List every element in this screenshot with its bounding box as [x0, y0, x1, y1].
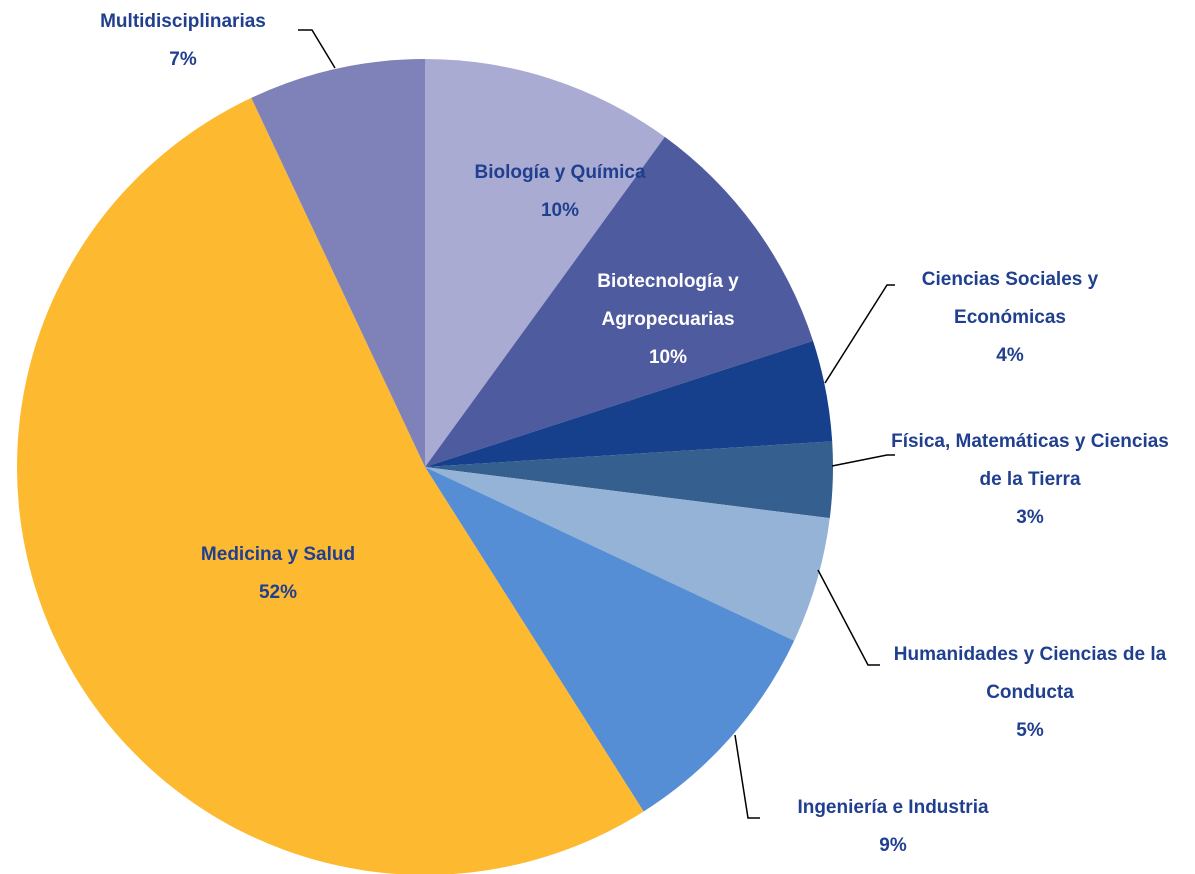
leader-line [824, 284, 895, 384]
pie-slice [17, 97, 644, 874]
pie-slice [425, 136, 814, 467]
slice-label: Biología y Química 10% [430, 154, 690, 230]
pie-slice [425, 59, 665, 467]
category-label: Humanidades y Ciencias de la Conducta [893, 644, 1167, 703]
value-label: 5% [1016, 720, 1044, 741]
leader-line [817, 569, 880, 666]
category-label: Biología y Química [474, 162, 646, 183]
pie-slice [425, 340, 833, 467]
category-label: Ingeniería e Industria [797, 797, 989, 818]
leader-line [298, 29, 336, 69]
pie-slice [425, 467, 830, 641]
pie-slice [251, 59, 425, 467]
value-label: 4% [996, 345, 1024, 366]
pie-slice [425, 467, 795, 812]
slice-label: Ingeniería e Industria 9% [743, 789, 1043, 865]
slice-label: Física, Matemáticas y Ciencias de la Tie… [885, 423, 1175, 537]
value-label: 9% [879, 835, 907, 856]
category-label: Biotecnología y Agropecuarias [597, 271, 739, 330]
slice-label: Humanidades y Ciencias de la Conducta 5% [870, 636, 1190, 750]
category-label: Medicina y Salud [200, 544, 356, 565]
value-label: 3% [1016, 507, 1044, 528]
category-label: Ciencias Sociales y Económicas [921, 269, 1099, 328]
leader-line [734, 734, 760, 819]
leader-line [831, 454, 895, 467]
category-label: Física, Matemáticas y Ciencias de la Tie… [891, 431, 1169, 490]
pie-slice [425, 441, 833, 519]
value-label: 7% [169, 49, 197, 70]
value-label: 10% [648, 347, 688, 368]
value-label: 10% [540, 200, 580, 221]
slice-label: Medicina y Salud 52% [148, 536, 408, 612]
slice-label: Biotecnología y Agropecuarias 10% [568, 263, 768, 377]
category-label: Multidisciplinarias [100, 11, 266, 32]
slice-label: Ciencias Sociales y Económicas 4% [880, 261, 1140, 375]
value-label: 52% [258, 582, 298, 603]
slice-label: Multidisciplinarias 7% [53, 3, 313, 79]
